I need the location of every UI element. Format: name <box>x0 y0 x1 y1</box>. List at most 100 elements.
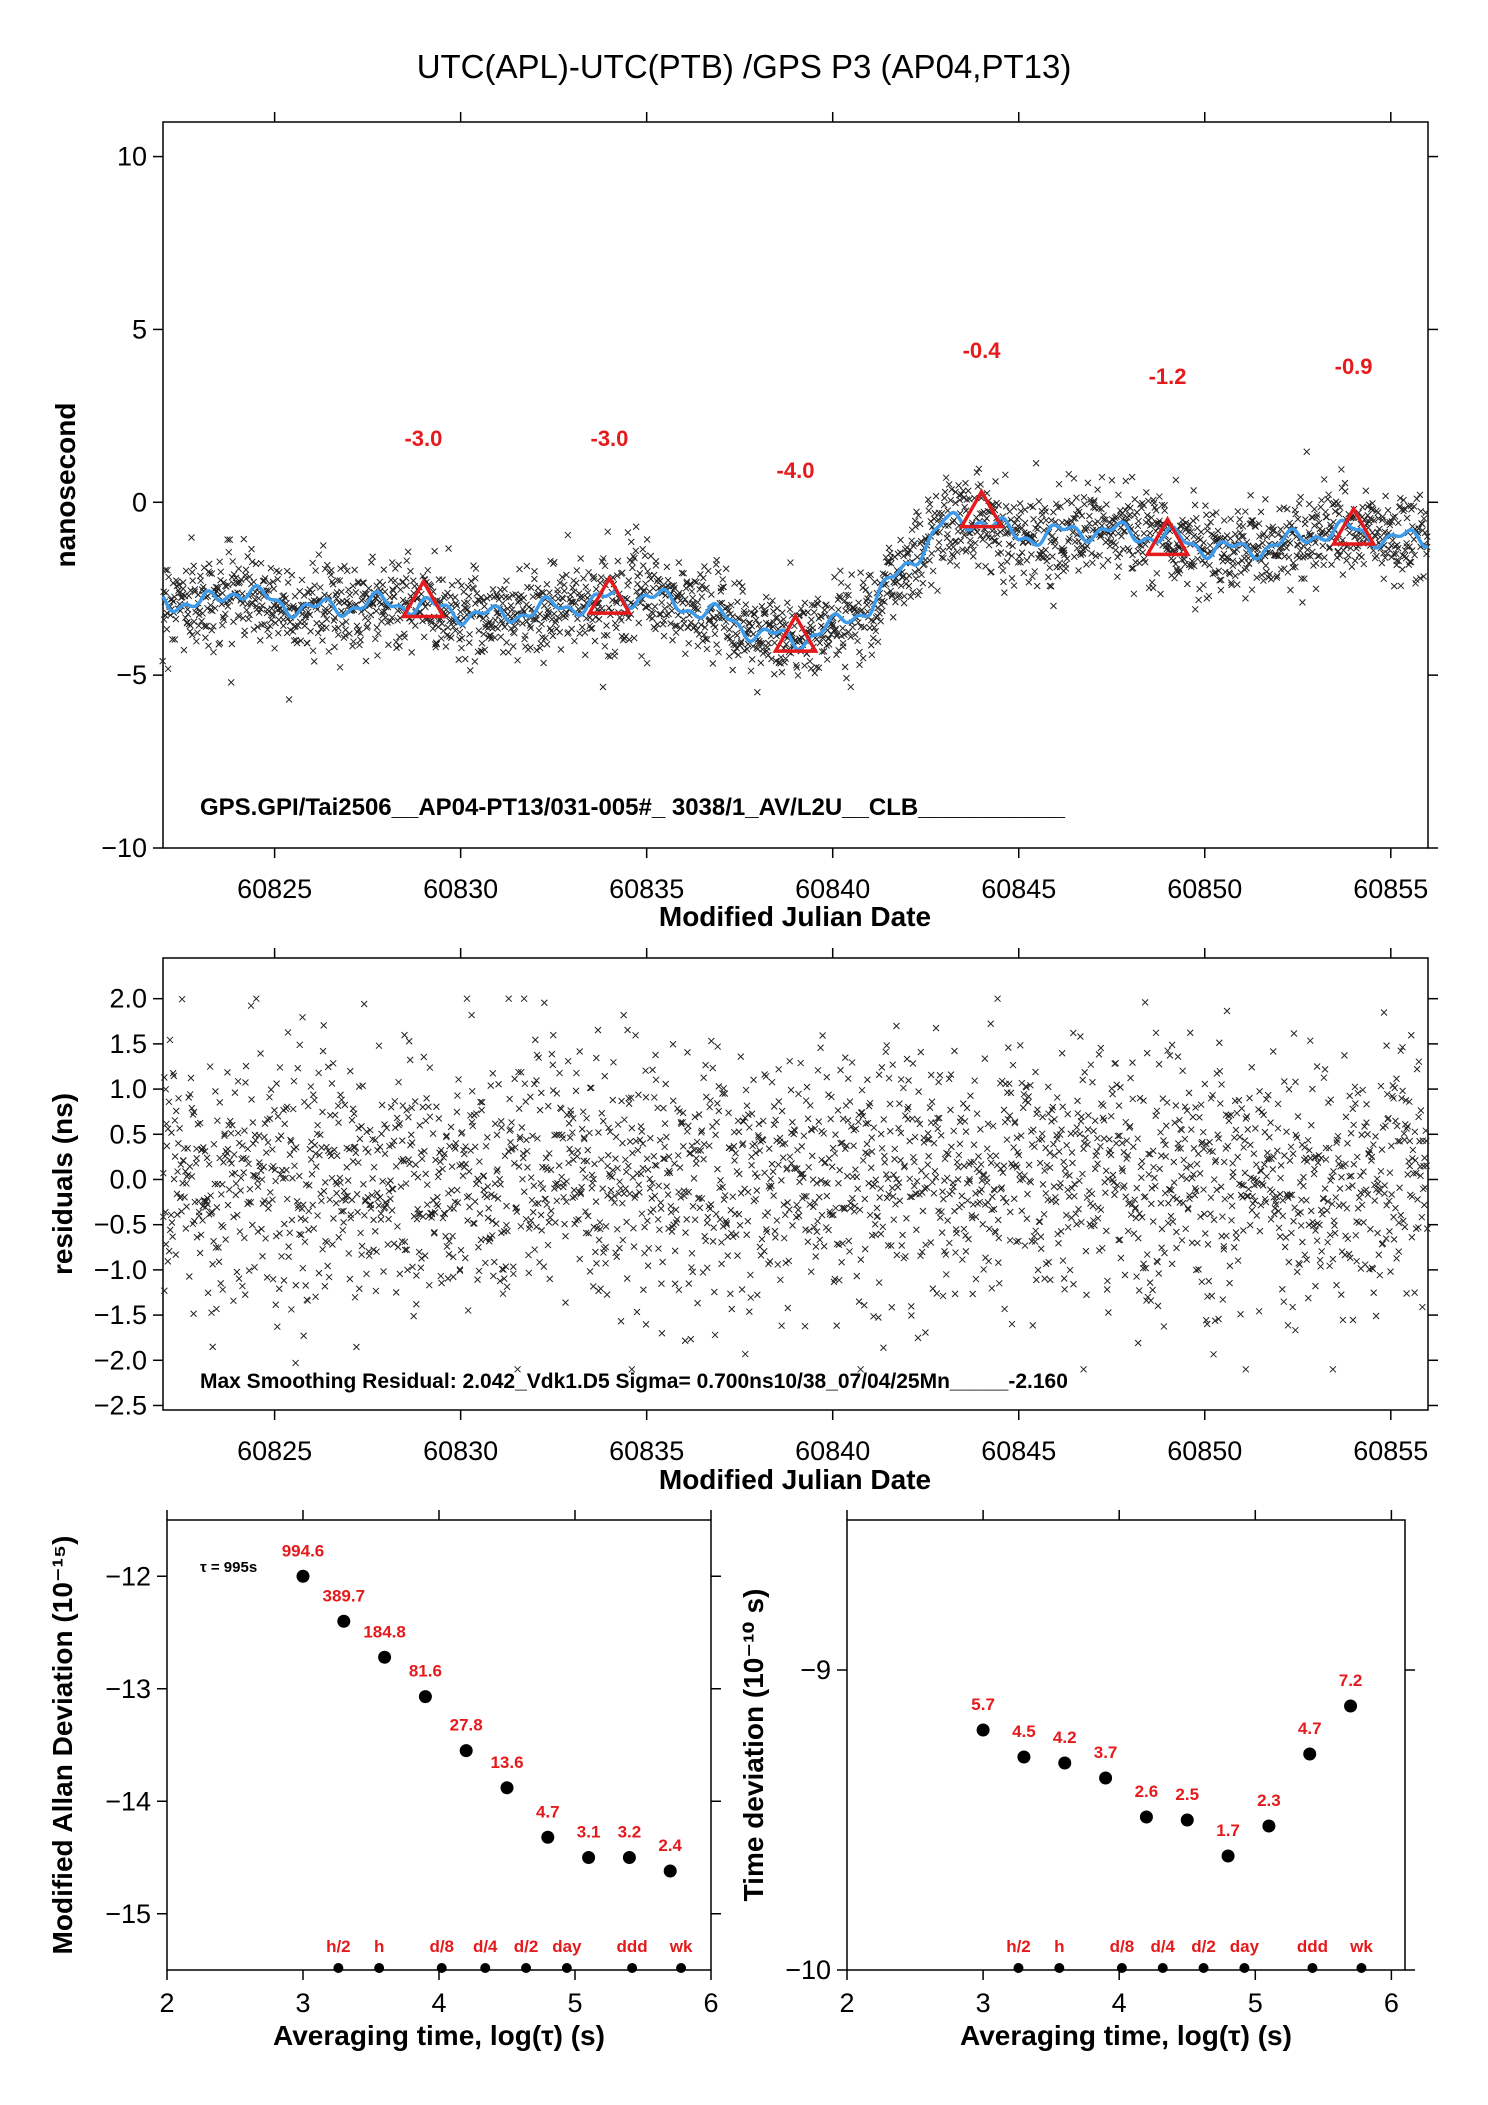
p2-scatter-point <box>289 1105 297 1113</box>
p2-scatter-point <box>1091 1222 1098 1229</box>
p2-scatter-point <box>604 1162 611 1170</box>
p2-scatter-point <box>769 1168 777 1175</box>
p1-scatter-point <box>820 647 828 655</box>
p2-scatter-point <box>1413 1065 1421 1073</box>
p2-scatter-point <box>983 1179 991 1186</box>
p2-scatter-point <box>689 1202 697 1210</box>
p2-scatter-point <box>788 1160 795 1167</box>
p2-scatter-point <box>1404 1171 1412 1178</box>
p2-scatter-point <box>872 1176 880 1184</box>
p1-scatter-point <box>481 603 488 610</box>
p2-scatter-point <box>713 1118 720 1126</box>
p2-scatter-point <box>451 1143 458 1151</box>
p2-scatter-point <box>673 1216 681 1223</box>
p1-scatter-point <box>686 580 694 588</box>
p2-scatter-point <box>667 1208 675 1216</box>
p2-scatter-point <box>1397 1047 1405 1055</box>
p2-scatter-point <box>627 1094 635 1102</box>
p1-scatter-point <box>649 584 657 592</box>
p2-scatter-point <box>326 1196 334 1204</box>
p1-scatter-point <box>1273 574 1281 582</box>
p2-scatter-point <box>853 1173 861 1181</box>
p2-scatter-point <box>942 1271 950 1278</box>
p1-scatter-point <box>409 577 417 585</box>
p2-scatter-point <box>449 1273 457 1281</box>
p1-scatter-point <box>1013 526 1020 534</box>
p2-scatter-point <box>1156 1165 1164 1173</box>
p1-scatter-point <box>424 566 432 574</box>
p2-scatter-point <box>717 1177 724 1184</box>
p1-scatter-point <box>279 616 287 624</box>
p2-scatter-point <box>389 1141 396 1149</box>
p1-scatter-point <box>323 615 331 623</box>
p2-scatter-point <box>906 1193 914 1201</box>
p2-scatter-point <box>1201 1080 1209 1088</box>
p2-scatter-point <box>1199 1128 1207 1136</box>
p1-scatter-point <box>639 545 647 553</box>
p3-data-point <box>459 1744 473 1758</box>
p2-scatter-point <box>525 1251 532 1259</box>
p1-scatter-point <box>265 587 273 594</box>
p1-scatter-point <box>835 646 843 654</box>
p1-scatter-point <box>207 606 215 614</box>
p2-scatter-point <box>932 1024 940 1032</box>
p2-scatter-point <box>262 1149 270 1156</box>
p1-scatter-point <box>1291 563 1299 571</box>
p2-scatter-point <box>609 1166 617 1174</box>
p2-scatter-point <box>691 1113 699 1121</box>
p1-scatter-point <box>927 518 935 525</box>
p2-scatter-point <box>360 1000 368 1008</box>
p1-scatter-point <box>1400 496 1407 504</box>
p2-scatter-point <box>247 1198 255 1206</box>
p2-scatter-point <box>376 1143 384 1151</box>
p1-scatter-point <box>549 632 557 640</box>
p2-scatter-point <box>831 1150 839 1157</box>
p2-scatter-point <box>411 1098 419 1105</box>
p1-scatter-point <box>742 610 750 617</box>
p1-marker-label: -3.0 <box>404 426 442 451</box>
p2-scatter-point <box>501 1152 509 1160</box>
p2-scatter-point <box>163 1142 171 1150</box>
p2-scatter-point <box>485 1204 493 1212</box>
p1-xaxis-label: Modified Julian Date <box>659 901 931 932</box>
p2-scatter-point <box>573 1069 580 1077</box>
p2-scatter-point <box>247 1002 255 1010</box>
p2-scatter-point <box>868 1134 876 1142</box>
p1-scatter-point <box>331 614 339 622</box>
p2-scatter-point <box>348 1196 356 1204</box>
p2-scatter-point <box>1287 1143 1295 1151</box>
p1-scatter-point <box>1206 561 1213 569</box>
p1-scatter-point <box>1283 505 1291 513</box>
p2-scatter-point <box>1107 1151 1115 1159</box>
p2-scatter-point <box>1333 1139 1340 1146</box>
p1-scatter-point <box>328 566 335 574</box>
p2-scatter-point <box>562 1198 570 1206</box>
p1-scatter-point <box>625 614 632 622</box>
p2-scatter-point <box>399 1102 407 1109</box>
p2-scatter-point <box>612 1155 619 1162</box>
p1-scatter-point <box>1183 580 1191 588</box>
p2-scatter-point <box>1200 1210 1208 1218</box>
p2-scatter-point <box>709 1238 717 1245</box>
p2-scatter-point <box>262 1235 269 1242</box>
p2-scatter-point <box>1346 1254 1354 1262</box>
p1-scatter-point <box>773 605 781 612</box>
p1-scatter-point <box>399 596 407 604</box>
p1-scatter-point <box>1237 569 1245 576</box>
p1-scatter-point <box>1334 547 1342 555</box>
p2-scatter-point <box>881 1152 888 1160</box>
p2-scatter-point <box>1298 1238 1306 1246</box>
p2-scatter-point <box>174 1168 181 1175</box>
p2-scatter-point <box>355 1285 363 1293</box>
p2-scatter-point <box>319 1047 327 1055</box>
p2-scatter-point <box>866 1099 874 1107</box>
p2-scatter-point <box>992 1152 1000 1160</box>
p2-scatter-point <box>1023 1083 1030 1091</box>
p2-scatter-point <box>391 1097 399 1105</box>
p1-scatter-point <box>997 561 1005 569</box>
p2-scatter-point <box>1162 1122 1170 1130</box>
p1-scatter-point <box>595 615 603 623</box>
p2-scatter-point <box>1321 1066 1329 1073</box>
p1-scatter-point <box>1141 540 1149 548</box>
p2-scatter-point <box>1366 1225 1374 1233</box>
